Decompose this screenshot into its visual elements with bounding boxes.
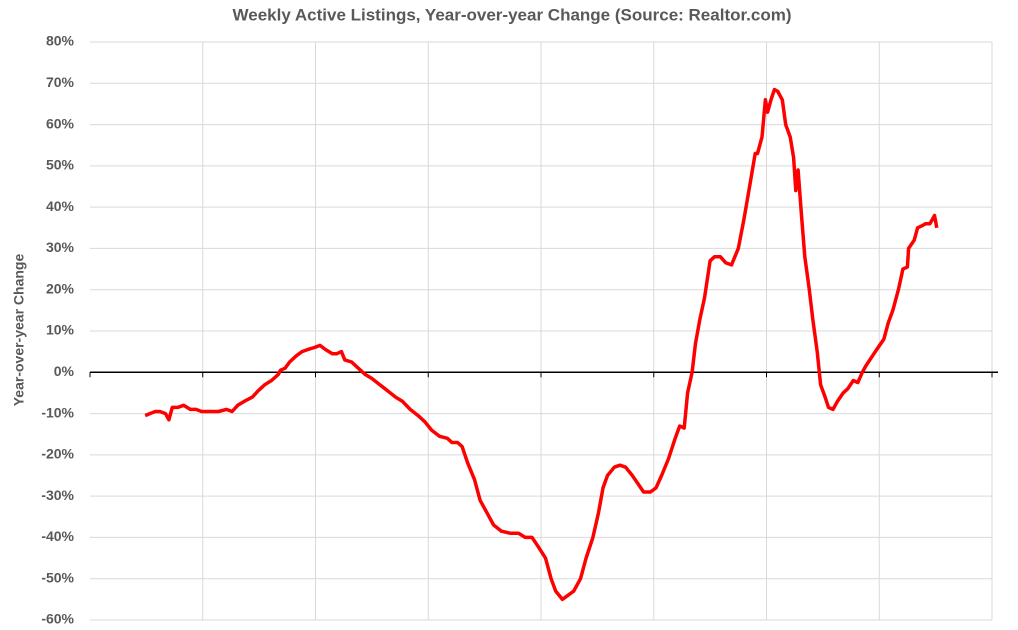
y-tick-label: -20% bbox=[41, 446, 74, 462]
y-tick-label: 30% bbox=[46, 239, 75, 255]
y-tick-label: -50% bbox=[41, 569, 74, 585]
y-tick-label: -40% bbox=[41, 528, 74, 544]
y-tick-label: 10% bbox=[46, 322, 75, 338]
y-tick-label: -60% bbox=[41, 611, 74, 627]
y-tick-label: 0% bbox=[54, 363, 75, 379]
y-tick-label: 70% bbox=[46, 74, 75, 90]
y-tick-label: 60% bbox=[46, 115, 75, 131]
series-line bbox=[144, 87, 939, 602]
y-tick-label: -10% bbox=[41, 404, 74, 420]
y-tick-label: 20% bbox=[46, 280, 75, 296]
y-axis-label: Year-over-year Change bbox=[11, 254, 27, 407]
y-tick-label: 50% bbox=[46, 157, 75, 173]
y-tick-label: -30% bbox=[41, 487, 74, 503]
chart-title: Weekly Active Listings, Year-over-year C… bbox=[233, 5, 792, 24]
y-tick-label: 80% bbox=[46, 33, 75, 49]
y-tick-label: 40% bbox=[46, 198, 75, 214]
